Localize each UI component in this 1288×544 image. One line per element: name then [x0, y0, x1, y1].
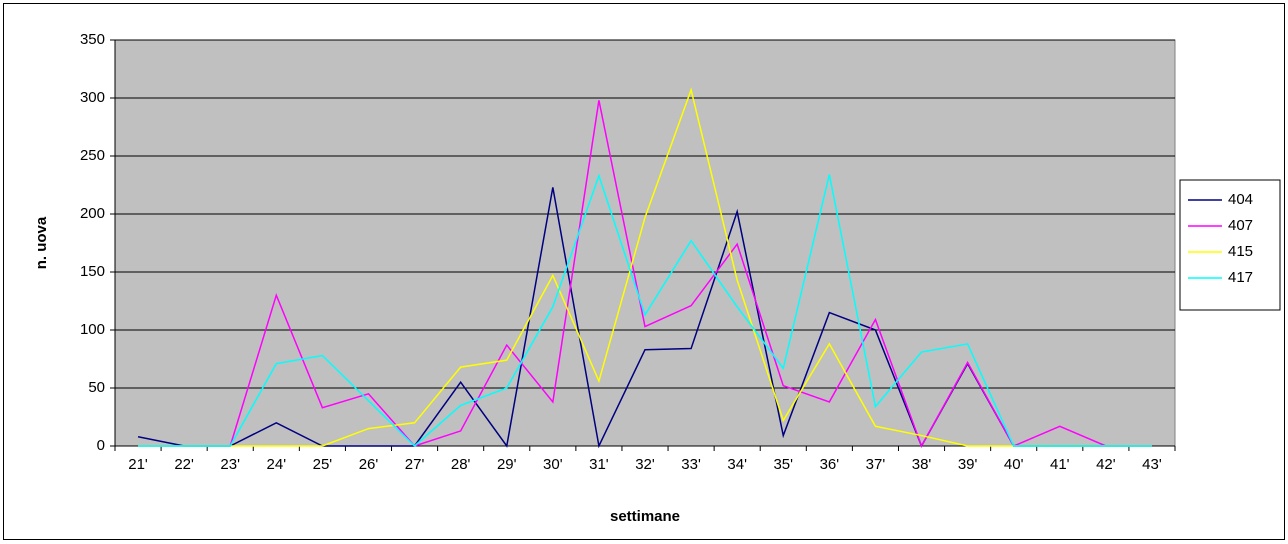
x-tick-label: 38' — [912, 456, 932, 473]
x-tick-label: 27' — [405, 456, 425, 473]
y-tick-label: 200 — [80, 205, 105, 222]
y-tick-label: 100 — [80, 321, 105, 338]
legend-label: 417 — [1228, 269, 1253, 286]
x-tick-label: 24' — [267, 456, 287, 473]
x-tick-label: 35' — [773, 456, 793, 473]
x-tick-label: 25' — [313, 456, 333, 473]
x-tick-label: 23' — [220, 456, 240, 473]
x-tick-label: 40' — [1004, 456, 1024, 473]
x-tick-label: 37' — [866, 456, 886, 473]
x-tick-label: 41' — [1050, 456, 1070, 473]
x-tick-label: 43' — [1142, 456, 1162, 473]
y-tick-label: 300 — [80, 89, 105, 106]
x-tick-label: 22' — [174, 456, 194, 473]
y-axis-label: n. uova — [33, 216, 50, 269]
x-tick-label: 28' — [451, 456, 471, 473]
x-tick-label: 31' — [589, 456, 609, 473]
legend-label: 415 — [1228, 243, 1253, 260]
y-tick-label: 350 — [80, 31, 105, 48]
x-tick-label: 32' — [635, 456, 655, 473]
legend-box — [1179, 179, 1281, 311]
x-tick-label: 30' — [543, 456, 563, 473]
series-line — [138, 87, 1152, 447]
x-tick-label: 34' — [727, 456, 747, 473]
x-tick-label: 29' — [497, 456, 517, 473]
x-tick-label: 36' — [820, 456, 840, 473]
y-tick-label: 0 — [97, 437, 105, 454]
y-tick-label: 250 — [80, 147, 105, 164]
plot-area — [114, 39, 1176, 447]
series-line — [138, 173, 1152, 448]
y-tick-label: 50 — [88, 379, 105, 396]
x-tick-label: 42' — [1096, 456, 1116, 473]
legend-label: 404 — [1228, 191, 1253, 208]
x-tick-label: 26' — [359, 456, 379, 473]
y-tick-label: 150 — [80, 263, 105, 280]
x-axis-label: settimane — [610, 508, 680, 525]
x-tick-label: 39' — [958, 456, 978, 473]
x-tick-label: 33' — [681, 456, 701, 473]
x-tick-label: 21' — [128, 456, 148, 473]
series-line — [138, 100, 1152, 448]
legend-label: 407 — [1228, 217, 1253, 234]
